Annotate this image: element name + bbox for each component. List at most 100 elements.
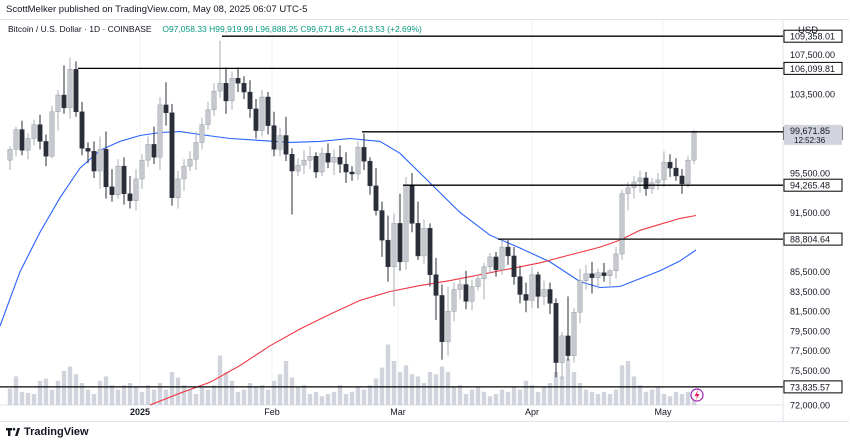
- volume-bar: [97, 380, 103, 405]
- candle-body: [187, 158, 193, 167]
- candle-body: [493, 256, 499, 270]
- ma-red-line: [149, 214, 697, 406]
- candle-body: [259, 96, 265, 131]
- volume-bar: [325, 394, 331, 405]
- candle-body: [175, 178, 181, 198]
- last-price-label: 99,671.85: [790, 126, 830, 136]
- volume-bar: [163, 389, 169, 405]
- candle-body: [43, 141, 49, 157]
- candle-body: [469, 286, 475, 302]
- volume-bar: [13, 376, 19, 405]
- volume-bar: [235, 391, 241, 405]
- price-label-box: [783, 232, 843, 246]
- volume-bar: [241, 389, 247, 405]
- volume-bar: [577, 383, 583, 405]
- candle-body: [433, 274, 439, 296]
- volume-bar: [187, 389, 193, 405]
- symbol-label: Bitcoin / U.S. Dollar · 1D · COINBASE: [8, 24, 152, 34]
- volume-bar: [505, 391, 511, 405]
- volume-bar: [199, 387, 205, 405]
- volume-bar: [433, 374, 439, 405]
- volume-bar: [259, 385, 265, 405]
- time-tick-label: May: [654, 407, 672, 417]
- candle-body: [379, 210, 385, 241]
- high-value: H99,919.99: [209, 24, 254, 34]
- price-tick-label: 73,835.57: [790, 382, 830, 392]
- candle-body: [271, 125, 277, 150]
- volume-bar: [445, 372, 451, 405]
- candle-body: [529, 274, 535, 301]
- volume-bar: [319, 396, 325, 405]
- candle-body: [487, 256, 493, 267]
- volume-bar: [211, 385, 217, 405]
- volume-bar: [295, 387, 301, 405]
- volume-bar: [133, 387, 139, 405]
- candle-body: [139, 159, 145, 180]
- volume-bar: [499, 389, 505, 405]
- candle-body: [655, 179, 661, 184]
- candle-body: [115, 165, 121, 195]
- candle-body: [337, 157, 343, 165]
- volume-bar: [67, 366, 73, 405]
- volume-bar: [565, 358, 571, 405]
- candle-body: [211, 90, 217, 111]
- volume-bar: [475, 387, 481, 405]
- candle-body: [637, 177, 643, 183]
- volume-bar: [229, 380, 235, 405]
- volume-bar: [247, 383, 253, 405]
- volume-bar: [157, 383, 163, 405]
- candle-body: [667, 161, 673, 169]
- volume-bar: [7, 388, 13, 405]
- candle-body: [505, 246, 511, 257]
- volume-bar: [277, 374, 283, 405]
- volume-bar: [361, 389, 367, 405]
- candle-body: [673, 167, 679, 177]
- volume-bar: [409, 374, 415, 405]
- candle-body: [661, 161, 667, 181]
- candle-body: [157, 104, 163, 158]
- candle-body: [391, 223, 397, 267]
- candle-body: [67, 69, 73, 109]
- footer-brand: TradingView: [24, 426, 89, 438]
- candle-body: [313, 156, 319, 173]
- candle-body: [289, 154, 295, 172]
- volume-bar: [109, 385, 115, 405]
- volume-bar: [457, 385, 463, 405]
- price-label-box: [783, 61, 843, 75]
- volume-bar: [145, 385, 151, 405]
- volume-bar: [169, 372, 175, 405]
- tradingview-logo-icon: [6, 427, 20, 436]
- candle-body: [19, 129, 25, 151]
- candle-body: [571, 312, 577, 356]
- candle-body: [265, 96, 271, 126]
- candle-body: [193, 142, 199, 160]
- volume-bar: [217, 355, 223, 405]
- candle-body: [625, 187, 631, 194]
- candle-body: [421, 228, 427, 257]
- volume-bar: [61, 370, 67, 405]
- time-tick-label: Apr: [525, 407, 539, 417]
- volume-bar: [205, 389, 211, 405]
- candle-body: [31, 124, 37, 139]
- price-axis: 72,000.00 73,835.57 75,500.00 77,500.00 79,5…: [783, 25, 843, 411]
- volume-bar: [439, 366, 445, 405]
- candle-body: [217, 82, 223, 92]
- volume-bar: [451, 387, 457, 405]
- volume-bar: [481, 391, 487, 405]
- volume-bar: [619, 365, 625, 405]
- candle-body: [85, 148, 91, 152]
- candle-body: [205, 109, 211, 125]
- volume-bar: [181, 385, 187, 405]
- candle-body: [229, 78, 235, 102]
- price-tick-label: 79,500.00: [790, 326, 830, 336]
- time-tick-label: Feb: [264, 407, 280, 417]
- candle-body: [247, 91, 253, 110]
- time-tick-label: 2025: [130, 407, 150, 417]
- candle-body: [367, 160, 373, 187]
- last-price-box: [784, 124, 842, 145]
- volume-bar: [271, 380, 277, 405]
- candle-body: [613, 253, 619, 271]
- candle-body: [49, 111, 55, 157]
- countdown-label: 12:52:36: [794, 136, 826, 145]
